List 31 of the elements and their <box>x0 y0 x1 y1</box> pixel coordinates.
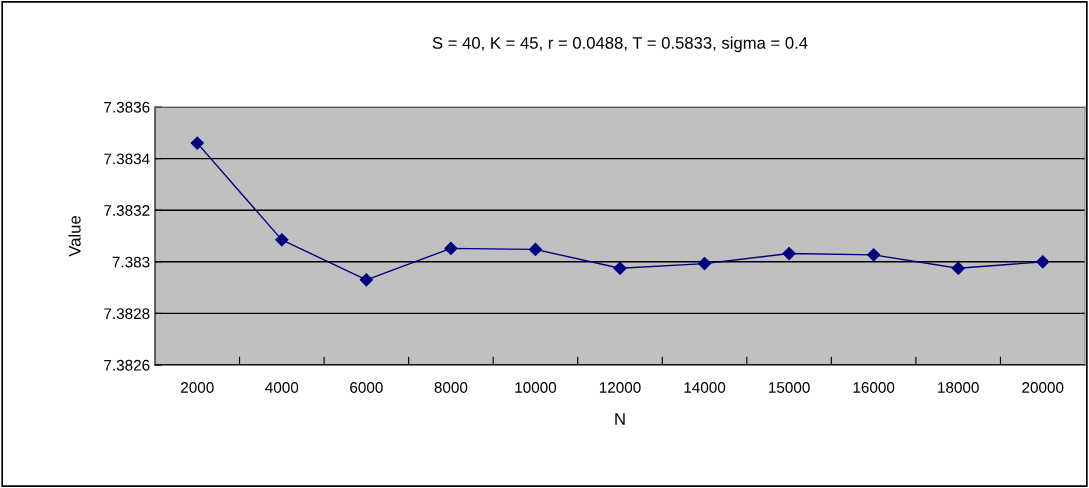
point <box>613 261 627 275</box>
x-tick-label: 20000 <box>1022 382 1064 393</box>
y-tick-label: 7.383 <box>112 256 150 268</box>
x-tick-label: 18000 <box>938 382 979 393</box>
point <box>1036 255 1050 269</box>
y-tick-label: 7.3836 <box>104 101 150 113</box>
x-tick-label: 2000 <box>181 382 214 393</box>
point <box>190 136 204 150</box>
x-tick-label: 12000 <box>599 382 641 393</box>
y-tick-label: 7.3828 <box>104 308 150 320</box>
x-tick-label: 16000 <box>853 382 895 393</box>
point <box>782 246 796 261</box>
x-tick-label: 14000 <box>684 382 726 393</box>
point <box>444 241 458 255</box>
chart-title: S = 40, K = 45, r = 0.0488, T = 0.5833, sigma = 0.4 <box>432 36 808 53</box>
y-axis-title: Value <box>68 216 81 257</box>
x-tick-label: 10000 <box>515 382 557 393</box>
y-tick-label: 7.3826 <box>104 359 150 371</box>
point <box>528 242 543 257</box>
x-axis-title: N <box>615 413 625 425</box>
point <box>697 257 712 271</box>
point <box>275 233 289 247</box>
point <box>867 248 881 262</box>
x-tick-label: 15000 <box>769 382 810 393</box>
x-tick-label: 4000 <box>265 382 299 393</box>
y-tick-label: 7.3834 <box>104 153 150 165</box>
point <box>359 273 373 287</box>
y-tick-label: 7.3832 <box>104 205 150 216</box>
x-tick-label: 8000 <box>434 382 468 393</box>
x-tick-label: 6000 <box>350 382 383 393</box>
point <box>951 261 965 275</box>
